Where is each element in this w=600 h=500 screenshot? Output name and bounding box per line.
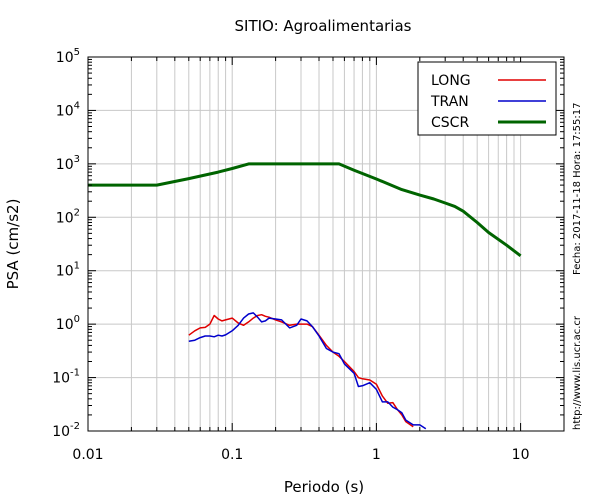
plot-frame <box>87 56 565 432</box>
y-tick-label: 100 <box>56 314 80 333</box>
series-line-tran <box>188 312 427 430</box>
chart-title: SITIO: Agroalimentarias <box>235 17 412 35</box>
url-note: http://www.lis.ucr.ac.cr <box>572 315 583 430</box>
timestamp-note: Fecha: 2017-11-18 Hora: 17:55:17 <box>572 103 583 276</box>
y-tick-labels: 10-2 10-1 100 101 102 103 104 105 <box>52 47 80 440</box>
series-line-cscr <box>88 162 522 257</box>
y-axis-label: PSA (cm/s2) <box>4 199 22 290</box>
axis-ticks <box>88 56 565 432</box>
legend: LONG TRAN CSCR <box>417 61 557 136</box>
y-tick-label: 10-2 <box>52 421 80 440</box>
x-tick-labels: 0.01 0.1 1 10 <box>72 447 529 463</box>
x-axis-label: Periodo (s) <box>284 478 364 496</box>
legend-label-tran: TRAN <box>430 94 469 110</box>
x-tick-label: 0.01 <box>72 447 103 463</box>
series-line-long <box>188 313 414 428</box>
x-tick-label: 1 <box>372 447 381 463</box>
y-tick-label: 10-1 <box>52 368 80 387</box>
x-tick-label: 10 <box>512 447 530 463</box>
series-layer <box>88 162 522 430</box>
y-tick-label: 103 <box>56 154 80 173</box>
x-tick-label: 0.1 <box>221 447 243 463</box>
legend-label-long: LONG <box>431 73 471 89</box>
grid-lines <box>88 57 565 431</box>
legend-label-cscr: CSCR <box>431 115 469 131</box>
y-tick-label: 104 <box>56 100 80 119</box>
y-tick-label: 105 <box>56 47 80 66</box>
y-tick-label: 101 <box>56 261 80 280</box>
y-tick-label: 102 <box>56 207 80 226</box>
